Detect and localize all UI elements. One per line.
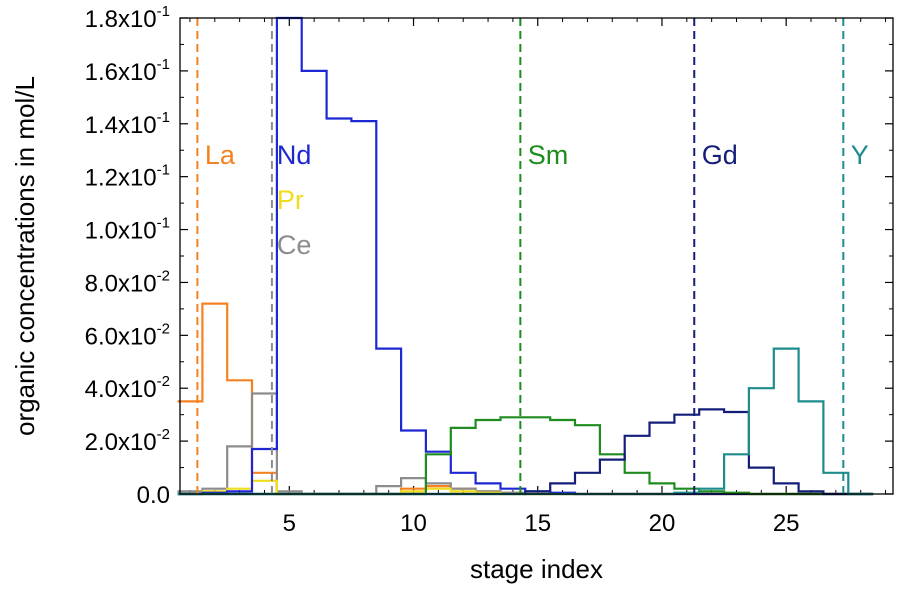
annotation-gd: Gd: [702, 140, 738, 170]
y-axis-label: organic concentrations in mol/L: [10, 76, 40, 436]
y-tick-label: 1.0x10-1: [85, 215, 170, 245]
series-y: [177, 347, 874, 496]
annotations: La Nd Pr Ce Sm Gd Y: [205, 140, 869, 260]
series-gd: [177, 408, 874, 496]
annotation-la: La: [205, 140, 236, 170]
x-tick-label: 10: [400, 510, 427, 537]
x-tick-label: 15: [524, 510, 551, 537]
x-tick-labels: 5 10 15 20 25: [283, 510, 800, 537]
y-tick-label: 1.2x10-1: [85, 162, 170, 192]
plot-frame: [179, 17, 894, 495]
x-tick-label: 5: [283, 510, 296, 537]
y-tick-labels: 0.0 2.0x10-2 4.0x10-2 6.0x10-2 8.0x10-2 1.0x1…: [85, 3, 170, 509]
series-ce: [177, 392, 874, 496]
y-tick-label: 2.0x10-2: [85, 426, 170, 456]
y-tick-label: 0.0: [137, 482, 170, 509]
annotation-sm: Sm: [528, 140, 569, 170]
y-tick-label: 1.8x10-1: [85, 3, 170, 33]
x-tick-label: 25: [773, 510, 800, 537]
annotation-pr: Pr: [277, 185, 304, 215]
x-tick-label: 20: [649, 510, 676, 537]
annotation-y: Y: [851, 140, 869, 170]
y-tick-label: 6.0x10-2: [85, 320, 170, 350]
annotation-ce: Ce: [277, 230, 312, 260]
annotation-nd: Nd: [277, 140, 312, 170]
x-axis-label: stage index: [470, 554, 603, 584]
y-tick-label: 8.0x10-2: [85, 267, 170, 297]
y-tick-label: 1.6x10-1: [85, 56, 170, 86]
series-sm: [177, 416, 874, 496]
series-la: [177, 302, 874, 496]
y-tick-label: 1.4x10-1: [85, 109, 170, 139]
marker-lines: [196, 18, 845, 494]
y-tick-label: 4.0x10-2: [85, 373, 170, 403]
